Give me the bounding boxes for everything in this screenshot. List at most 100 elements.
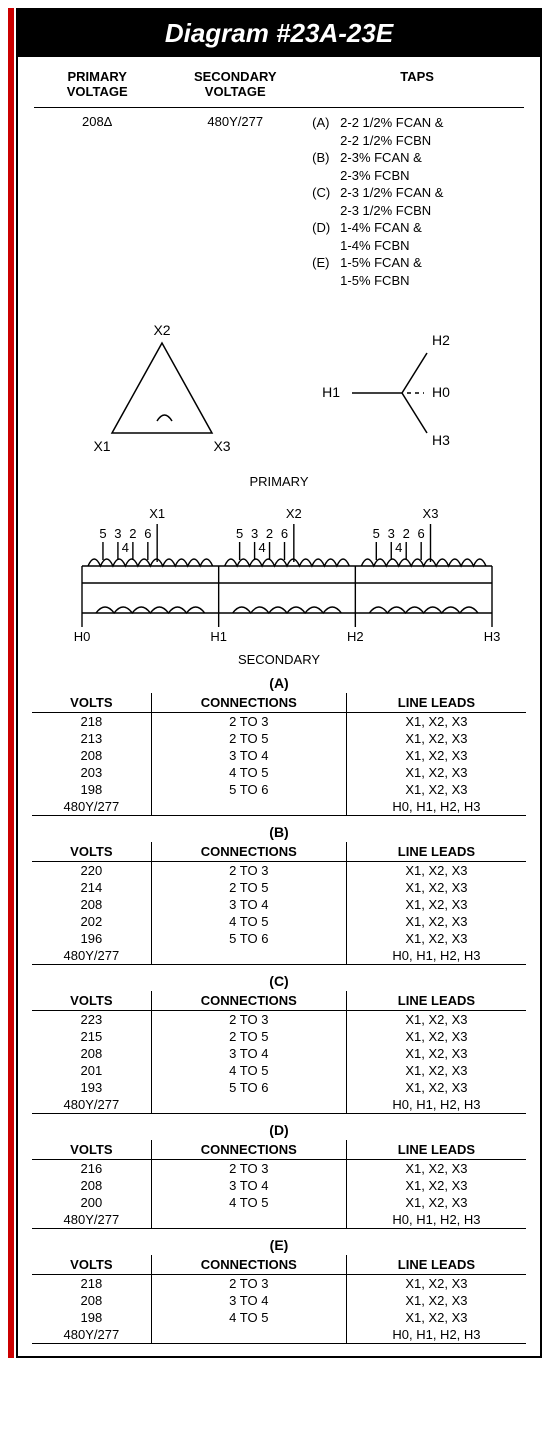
wye-h1: H1 — [322, 384, 340, 400]
tap-label: (D) — [312, 219, 340, 237]
connection-table: VOLTSCONNECTIONSLINE LEADS2182 TO 3X1, X… — [32, 1255, 526, 1344]
table-cell: 480Y/277 — [32, 1211, 151, 1229]
table-cell: 2 TO 3 — [151, 1160, 346, 1178]
table-group-label: (D) — [32, 1122, 526, 1138]
tap-text: 2-2 1/2% FCBN — [340, 132, 522, 150]
tap-text: 2-2 1/2% FCAN & — [340, 114, 522, 132]
table-cell: H0, H1, H2, H3 — [346, 798, 526, 816]
table-cell — [151, 947, 346, 965]
table-cell: 218 — [32, 1275, 151, 1293]
table-cell: X1, X2, X3 — [346, 1292, 526, 1309]
svg-text:5: 5 — [236, 526, 243, 541]
table-cell: 213 — [32, 730, 151, 747]
page-title: Diagram #23A-23E — [18, 10, 540, 57]
table-cell: 208 — [32, 747, 151, 764]
primary-voltage-value: 208Δ — [34, 110, 160, 293]
table-cell: 3 TO 4 — [151, 1045, 346, 1062]
secondary-voltage-value: 480Y/277 — [162, 110, 308, 293]
svg-text:X3: X3 — [423, 506, 439, 521]
primary-label: PRIMARY — [32, 474, 526, 489]
table-cell: X1, X2, X3 — [346, 930, 526, 947]
table-cell: 223 — [32, 1011, 151, 1029]
table-cell: X1, X2, X3 — [346, 1028, 526, 1045]
svg-text:4: 4 — [258, 540, 265, 555]
svg-text:3: 3 — [114, 526, 121, 541]
table-cell: X1, X2, X3 — [346, 781, 526, 798]
table-cell: 218 — [32, 713, 151, 731]
connection-tables: (A)VOLTSCONNECTIONSLINE LEADS2182 TO 3X1… — [32, 675, 526, 1344]
table-cell: 5 TO 6 — [151, 930, 346, 947]
table-cell: 200 — [32, 1194, 151, 1211]
tap-label: (A) — [312, 114, 340, 132]
table-cell: 3 TO 4 — [151, 896, 346, 913]
page-frame: Diagram #23A-23E PRIMARY VOLTAGE SECONDA… — [8, 8, 542, 1358]
table-group-label: (C) — [32, 973, 526, 989]
delta-x3: X3 — [213, 438, 230, 454]
table-cell: 480Y/277 — [32, 1326, 151, 1344]
table-cell: 193 — [32, 1079, 151, 1096]
table-cell: X1, X2, X3 — [346, 747, 526, 764]
table-cell: 2 TO 3 — [151, 1011, 346, 1029]
voltage-taps-table: PRIMARY VOLTAGE SECONDARY VOLTAGE TAPS 2… — [32, 65, 526, 295]
tap-text: 1-4% FCAN & — [340, 219, 522, 237]
table-cell: 5 TO 6 — [151, 781, 346, 798]
table-cell — [151, 1326, 346, 1344]
svg-text:X1: X1 — [149, 506, 165, 521]
tap-label: (E) — [312, 254, 340, 272]
table-cell: X1, X2, X3 — [346, 913, 526, 930]
table-cell: X1, X2, X3 — [346, 713, 526, 731]
delta-x1: X1 — [93, 438, 110, 454]
connection-table: VOLTSCONNECTIONSLINE LEADS2232 TO 3X1, X… — [32, 991, 526, 1114]
tap-text: 2-3 1/2% FCAN & — [340, 184, 522, 202]
table-cell: 4 TO 5 — [151, 1062, 346, 1079]
inner-frame: Diagram #23A-23E PRIMARY VOLTAGE SECONDA… — [16, 8, 542, 1358]
table-cell: 2 TO 5 — [151, 1028, 346, 1045]
svg-text:4: 4 — [395, 540, 402, 555]
table-cell: 2 TO 3 — [151, 862, 346, 880]
table-cell: 4 TO 5 — [151, 1309, 346, 1326]
table-cell — [151, 798, 346, 816]
table-cell: H0, H1, H2, H3 — [346, 1211, 526, 1229]
tap-label: (C) — [312, 184, 340, 202]
table-cell: 208 — [32, 1045, 151, 1062]
svg-text:5: 5 — [373, 526, 380, 541]
tap-label: (B) — [312, 149, 340, 167]
table-cell: 203 — [32, 764, 151, 781]
secondary-label: SECONDARY — [32, 652, 526, 667]
table-cell: X1, X2, X3 — [346, 1079, 526, 1096]
tap-text: 2-3 1/2% FCBN — [340, 202, 522, 220]
svg-text:2: 2 — [403, 526, 410, 541]
tap-text: 2-3% FCBN — [340, 167, 522, 185]
symbol-diagrams: X2 X1 X3 H1 H2 H0 H3 — [32, 313, 526, 468]
table-cell: 196 — [32, 930, 151, 947]
tap-text: 1-5% FCAN & — [340, 254, 522, 272]
table-cell: 3 TO 4 — [151, 1177, 346, 1194]
hdr-taps: TAPS — [400, 69, 434, 84]
svg-text:2: 2 — [129, 526, 136, 541]
table-cell: 208 — [32, 1177, 151, 1194]
connection-table: VOLTSCONNECTIONSLINE LEADS2162 TO 3X1, X… — [32, 1140, 526, 1229]
table-cell: 3 TO 4 — [151, 1292, 346, 1309]
table-cell: X1, X2, X3 — [346, 1275, 526, 1293]
table-cell — [151, 1211, 346, 1229]
table-cell: X1, X2, X3 — [346, 1011, 526, 1029]
svg-text:3: 3 — [388, 526, 395, 541]
table-cell: X1, X2, X3 — [346, 1194, 526, 1211]
svg-text:6: 6 — [281, 526, 288, 541]
table-cell: 5 TO 6 — [151, 1079, 346, 1096]
table-cell: 201 — [32, 1062, 151, 1079]
svg-text:5: 5 — [99, 526, 106, 541]
table-cell: 3 TO 4 — [151, 747, 346, 764]
wye-h3: H3 — [432, 432, 450, 448]
table-cell: 4 TO 5 — [151, 764, 346, 781]
table-group-label: (B) — [32, 824, 526, 840]
wye-h0: H0 — [432, 384, 450, 400]
table-cell: X1, X2, X3 — [346, 862, 526, 880]
svg-text:H3: H3 — [484, 629, 501, 643]
table-cell: X1, X2, X3 — [346, 1309, 526, 1326]
hdr-secondary: SECONDARY VOLTAGE — [194, 69, 277, 99]
winding-svg: X153264X253264X353264H0H1H2H3 — [32, 493, 532, 643]
table-cell — [151, 1096, 346, 1114]
table-cell: 198 — [32, 781, 151, 798]
table-cell: 480Y/277 — [32, 798, 151, 816]
